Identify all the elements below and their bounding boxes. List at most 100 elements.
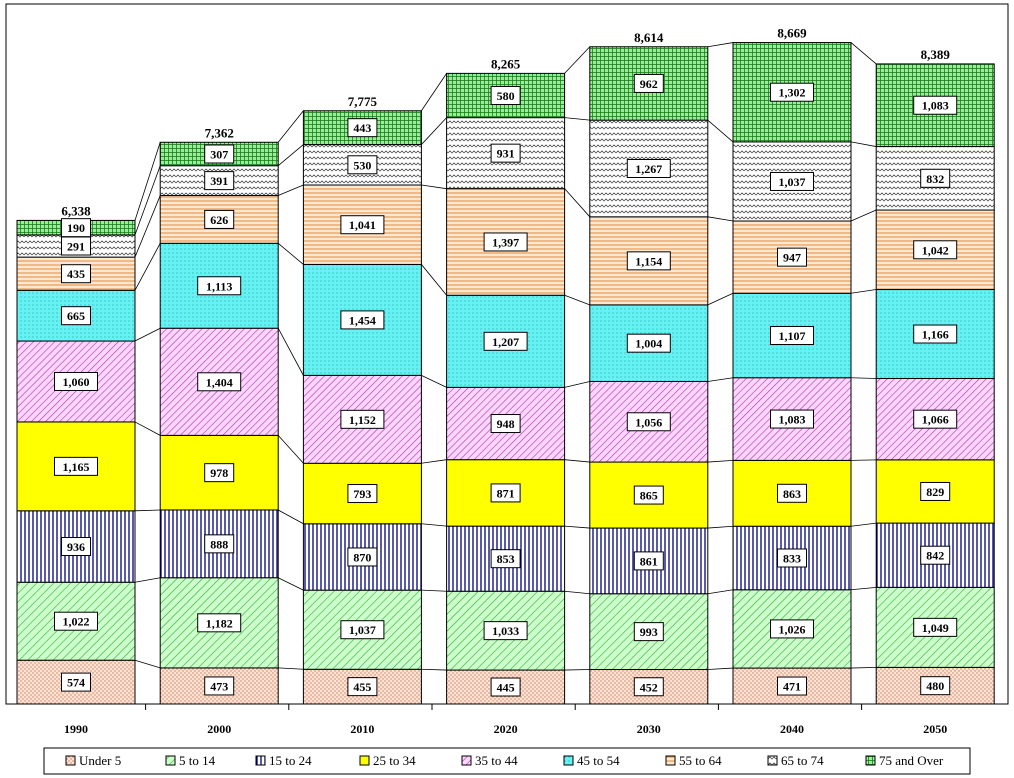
data-label-box bbox=[770, 619, 814, 639]
series-connector bbox=[850, 459, 877, 461]
series-connector bbox=[850, 586, 877, 591]
data-label: 530 bbox=[353, 158, 371, 172]
series-connector bbox=[278, 509, 304, 525]
series-connector bbox=[564, 381, 590, 388]
data-label: 1,152 bbox=[349, 413, 376, 427]
data-label-box bbox=[490, 143, 521, 163]
data-label: 455 bbox=[353, 680, 371, 694]
data-label-box bbox=[61, 672, 91, 692]
legend: Under 5 5 to 14 15 to 24 25 to 34 35 to 44 45… bbox=[65, 753, 944, 768]
series-connector bbox=[134, 327, 161, 342]
data-label-box bbox=[204, 463, 235, 483]
data-label-box bbox=[777, 676, 807, 696]
data-label-box bbox=[633, 485, 664, 505]
legend-swatch bbox=[359, 755, 370, 766]
series-connector bbox=[707, 377, 734, 382]
data-label: 829 bbox=[926, 485, 944, 499]
x-tick-label: 2050 bbox=[923, 722, 947, 736]
data-label-box bbox=[920, 545, 951, 565]
data-label: 580 bbox=[497, 89, 515, 103]
data-label: 1,022 bbox=[63, 615, 90, 629]
data-label: 948 bbox=[497, 417, 515, 431]
data-label: 865 bbox=[640, 489, 658, 503]
data-label: 1,033 bbox=[492, 624, 519, 638]
data-label-box bbox=[204, 534, 235, 554]
data-label-box bbox=[633, 73, 664, 93]
series-connector bbox=[277, 242, 304, 265]
data-label: 1,154 bbox=[635, 254, 662, 268]
data-label: 1,041 bbox=[349, 218, 376, 232]
data-label: 863 bbox=[783, 487, 801, 501]
data-label-box bbox=[347, 484, 378, 504]
data-label-box bbox=[197, 372, 242, 392]
data-label-box bbox=[54, 456, 98, 476]
data-label: 1,107 bbox=[779, 329, 806, 343]
data-label: 1,083 bbox=[779, 413, 806, 427]
series-connector bbox=[707, 216, 734, 222]
legend-entry: 55 to 64 bbox=[679, 753, 722, 768]
data-label-box bbox=[770, 326, 814, 346]
data-label-box bbox=[920, 676, 951, 696]
data-label-box bbox=[777, 483, 807, 503]
series-connector bbox=[707, 119, 734, 143]
data-label-box bbox=[633, 677, 664, 697]
data-label-box bbox=[204, 144, 235, 164]
series-connector bbox=[850, 289, 877, 294]
data-label-box bbox=[197, 613, 242, 633]
data-label: 931 bbox=[497, 147, 515, 161]
series-connector bbox=[277, 435, 304, 464]
series-connector bbox=[421, 589, 447, 592]
total-label: 8,265 bbox=[491, 56, 521, 71]
x-tick-label: 2010 bbox=[350, 722, 374, 736]
data-label-box bbox=[197, 276, 242, 296]
series-connector bbox=[421, 668, 447, 671]
series-connector bbox=[421, 264, 447, 296]
legend-swatch bbox=[165, 755, 176, 766]
data-label-box bbox=[204, 209, 235, 229]
data-label: 1,083 bbox=[922, 99, 949, 113]
data-label: 1,207 bbox=[492, 335, 519, 349]
data-label: 435 bbox=[67, 267, 85, 281]
legend-swatch bbox=[255, 755, 266, 766]
total-label: 7,362 bbox=[205, 125, 234, 140]
series-connector bbox=[277, 110, 304, 143]
legend-entry: 25 to 34 bbox=[373, 753, 416, 768]
data-label: 443 bbox=[353, 121, 371, 135]
data-label-box bbox=[770, 409, 814, 429]
data-label: 665 bbox=[67, 309, 85, 323]
data-label: 1,404 bbox=[206, 375, 233, 389]
total-label: 8,669 bbox=[777, 26, 807, 41]
data-label-box bbox=[920, 168, 951, 188]
data-label: 471 bbox=[783, 680, 801, 694]
data-label: 1,004 bbox=[635, 337, 662, 351]
data-label-box bbox=[633, 622, 664, 642]
data-label: 842 bbox=[926, 549, 944, 563]
data-label-box bbox=[340, 215, 385, 235]
legend-entry: 15 to 24 bbox=[269, 753, 312, 768]
data-label-box bbox=[490, 483, 521, 503]
data-label-box bbox=[913, 409, 958, 429]
data-label: 853 bbox=[497, 552, 515, 566]
series-connector bbox=[134, 142, 161, 221]
data-label: 888 bbox=[210, 537, 228, 551]
data-label-box bbox=[347, 547, 378, 567]
series-connector bbox=[564, 46, 591, 74]
data-label-box bbox=[347, 155, 378, 175]
data-label: 1,049 bbox=[922, 621, 949, 635]
series-connector bbox=[564, 669, 590, 671]
series-connector bbox=[277, 144, 304, 167]
data-label: 1,397 bbox=[492, 235, 519, 249]
data-label-box bbox=[633, 551, 664, 571]
total-label: 7,775 bbox=[348, 94, 378, 109]
data-label-box bbox=[347, 677, 378, 697]
legend-swatch bbox=[767, 755, 778, 766]
series-connector bbox=[277, 328, 304, 376]
data-label: 190 bbox=[67, 221, 85, 235]
data-label-box bbox=[483, 232, 528, 252]
bars-group bbox=[16, 42, 995, 705]
legend-swatch bbox=[461, 755, 472, 766]
data-label: 793 bbox=[353, 487, 371, 501]
data-label-box bbox=[490, 86, 521, 106]
series-connector bbox=[134, 659, 161, 669]
